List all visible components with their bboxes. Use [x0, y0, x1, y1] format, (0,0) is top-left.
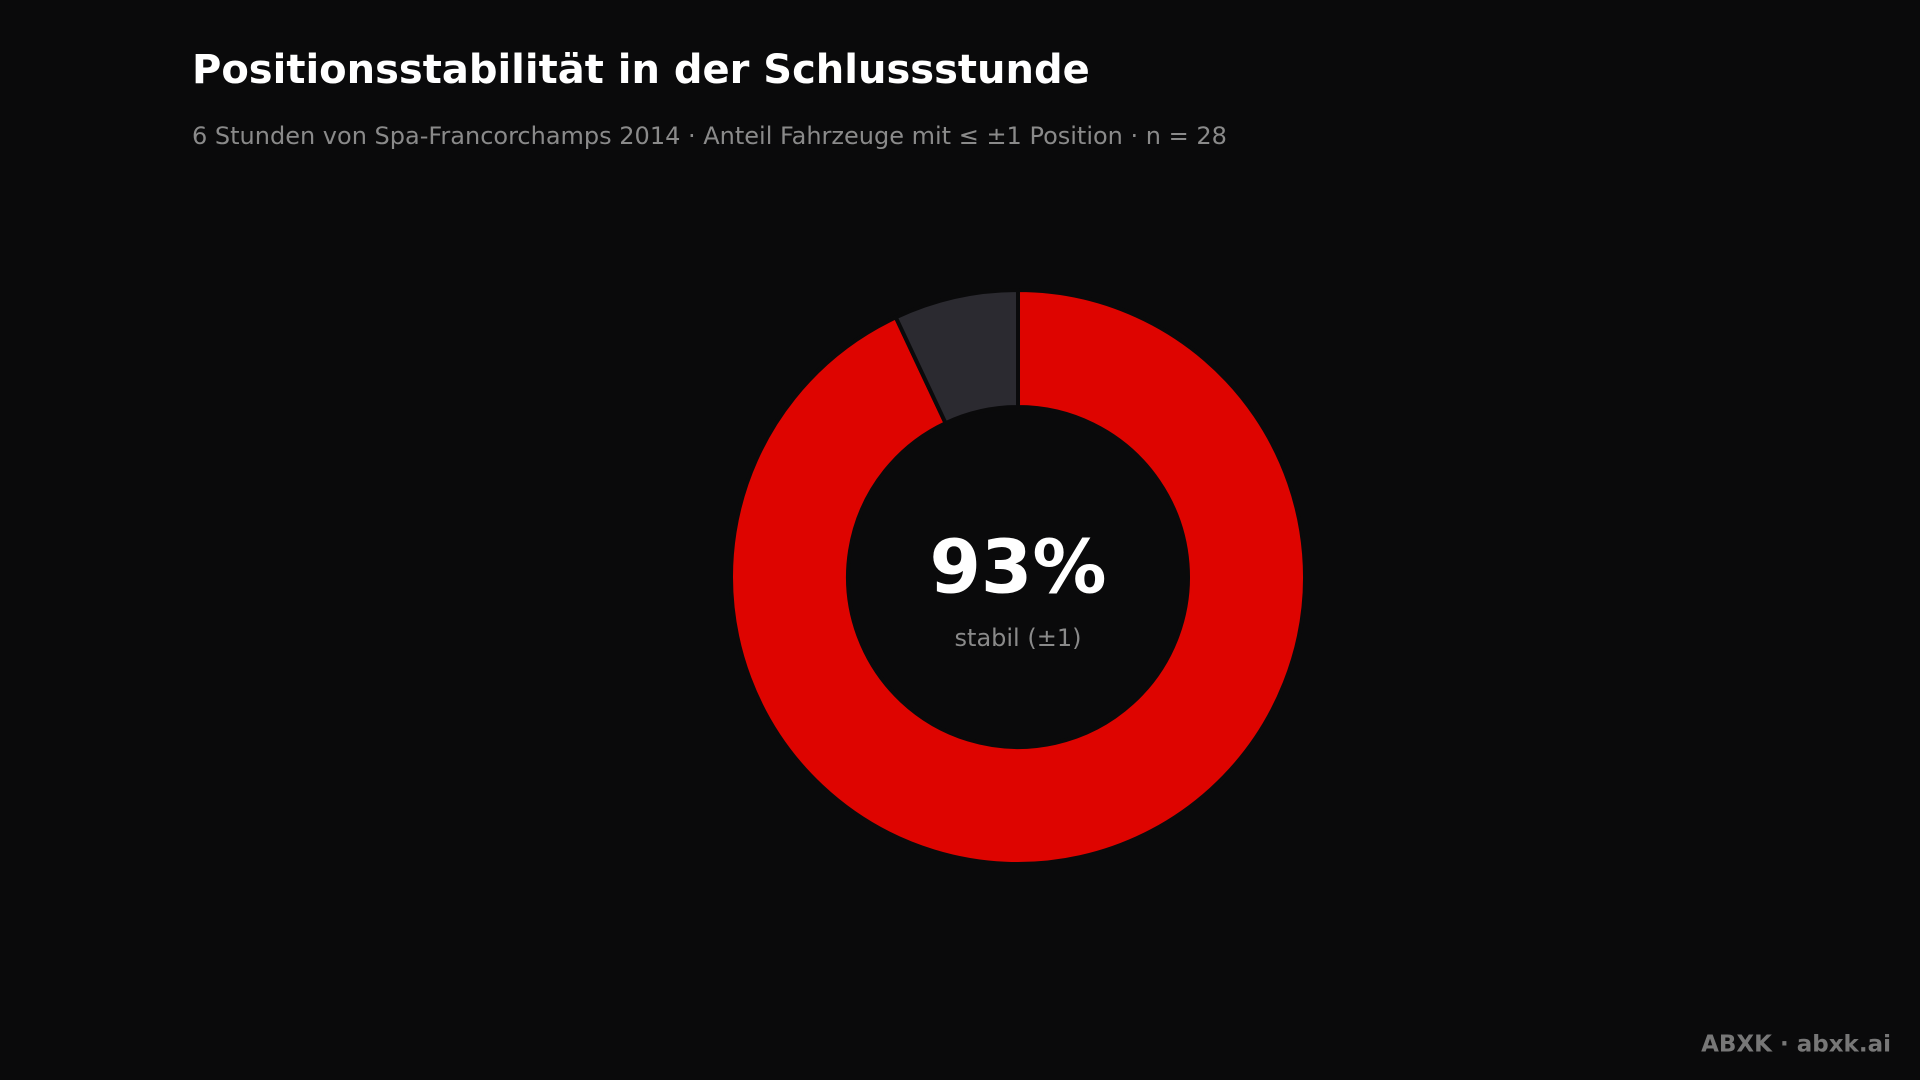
footer: ABXK · abxk.ai — [1701, 1032, 1891, 1058]
chart-title: Positionsstabilität in der Schlussstunde — [192, 47, 1090, 93]
donut-segment — [729, 288, 1307, 866]
donut — [729, 288, 1307, 866]
donut-segment — [893, 288, 1020, 426]
center-caption: stabil (±1) — [955, 624, 1082, 652]
chart-subtitle: 6 Stunden von Spa-Francorchamps 2014 · A… — [192, 122, 1227, 150]
center-label: 93% — [929, 525, 1106, 611]
